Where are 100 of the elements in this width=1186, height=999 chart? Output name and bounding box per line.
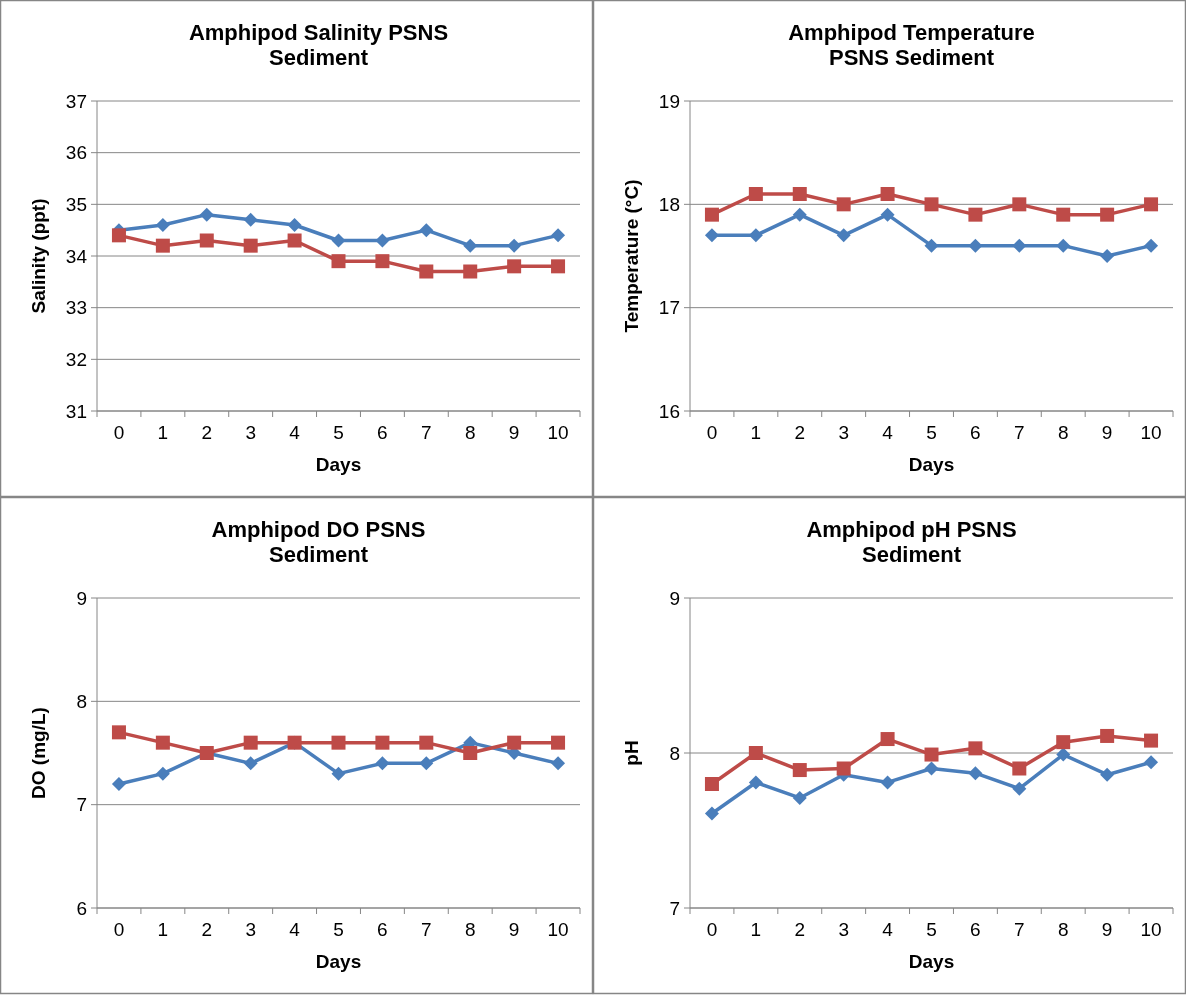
point: [836, 228, 851, 243]
x-tick-label: 9: [1101, 422, 1113, 443]
point: [1144, 197, 1159, 212]
y-tick-label: 7: [76, 794, 87, 816]
x-tick-label: 1: [750, 422, 762, 443]
point: [880, 775, 895, 790]
point: [1012, 761, 1027, 776]
chart-title: Amphipod DO PSNS Sediment: [211, 517, 426, 567]
point: [880, 732, 895, 747]
point: [792, 790, 807, 805]
point: [243, 212, 258, 227]
point: [287, 218, 302, 232]
point: [968, 766, 983, 781]
x-tick-label: 8: [464, 919, 476, 940]
x-tick-label: 6: [377, 919, 388, 940]
x-tick-label: 4: [882, 422, 894, 443]
point: [331, 233, 346, 248]
y-tick-label: 17: [658, 297, 680, 319]
x-tick-label: 10: [1140, 422, 1162, 443]
x-tick-label: 0: [113, 919, 125, 940]
point: [287, 233, 302, 248]
point: [968, 207, 983, 222]
x-tick-label: 9: [508, 919, 520, 940]
point: [111, 228, 126, 243]
point: [924, 747, 939, 762]
point: [748, 228, 763, 243]
point: [1100, 728, 1115, 743]
y-tick-label: 9: [669, 587, 680, 609]
point: [1012, 781, 1027, 796]
x-tick-label: 8: [1057, 919, 1069, 940]
point: [836, 197, 851, 212]
point: [551, 735, 566, 750]
x-tick-label: 0: [113, 422, 125, 443]
point: [155, 238, 170, 253]
point: [111, 777, 126, 791]
point: [1144, 238, 1159, 253]
point: [1100, 767, 1115, 782]
point: [792, 763, 807, 778]
y-axis-title: pH: [621, 740, 642, 766]
point: [419, 264, 434, 279]
x-tick-label: 5: [926, 422, 937, 443]
y-tick-label: 8: [669, 742, 680, 764]
y-tick-label: 33: [65, 297, 87, 319]
x-tick-label: 10: [1140, 919, 1162, 940]
x-tick-label: 4: [882, 919, 894, 940]
y-tick-label: 31: [65, 400, 87, 422]
x-tick-label: 7: [1014, 422, 1025, 443]
point: [155, 218, 170, 232]
x-tick-label: 2: [794, 919, 806, 940]
point: [1144, 755, 1159, 770]
x-tick-label: 6: [970, 422, 981, 443]
x-axis-title: Days: [315, 951, 362, 972]
chart-title: Amphipod Temperature PSNS Sediment: [788, 20, 1035, 70]
point: [1056, 735, 1071, 750]
x-tick-label: 10: [547, 422, 569, 443]
point: [463, 264, 478, 279]
y-tick-label: 34: [65, 245, 88, 267]
point: [1056, 747, 1071, 762]
x-tick-label: 4: [289, 422, 301, 443]
point: [551, 228, 566, 243]
x-tick-label: 1: [157, 919, 169, 940]
point: [1012, 197, 1027, 212]
point: [419, 223, 434, 238]
x-tick-label: 9: [508, 422, 520, 443]
point: [507, 259, 522, 274]
y-tick-label: 36: [65, 142, 87, 164]
point: [704, 777, 719, 791]
point: [748, 187, 763, 201]
point: [331, 735, 346, 750]
point: [463, 238, 478, 253]
point: [507, 735, 522, 750]
point: [199, 207, 214, 222]
y-tick-label: 8: [76, 690, 87, 712]
point: [836, 761, 851, 776]
y-axis-title: Salinity (ppt): [28, 198, 49, 314]
point: [1100, 207, 1115, 222]
point: [748, 775, 763, 790]
x-tick-label: 7: [421, 919, 432, 940]
y-tick-label: 37: [65, 90, 87, 112]
y-tick-label: 9: [76, 587, 87, 609]
point: [419, 735, 434, 750]
point: [792, 187, 807, 201]
point: [924, 197, 939, 212]
point: [968, 741, 983, 756]
point: [968, 238, 983, 253]
point: [924, 761, 939, 776]
y-tick-label: 18: [658, 193, 680, 215]
point: [331, 254, 346, 269]
point: [331, 766, 346, 781]
y-axis-title: Temperature (°C): [621, 179, 642, 333]
point: [1144, 733, 1159, 748]
point: [463, 746, 478, 760]
point: [375, 756, 390, 771]
x-tick-label: 0: [706, 919, 718, 940]
y-tick-label: 16: [658, 400, 680, 422]
point: [111, 725, 126, 740]
y-tick-label: 32: [65, 348, 87, 370]
point: [792, 207, 807, 222]
y-tick-label: 19: [658, 90, 680, 112]
y-axis-title: DO (mg/L): [28, 707, 49, 799]
